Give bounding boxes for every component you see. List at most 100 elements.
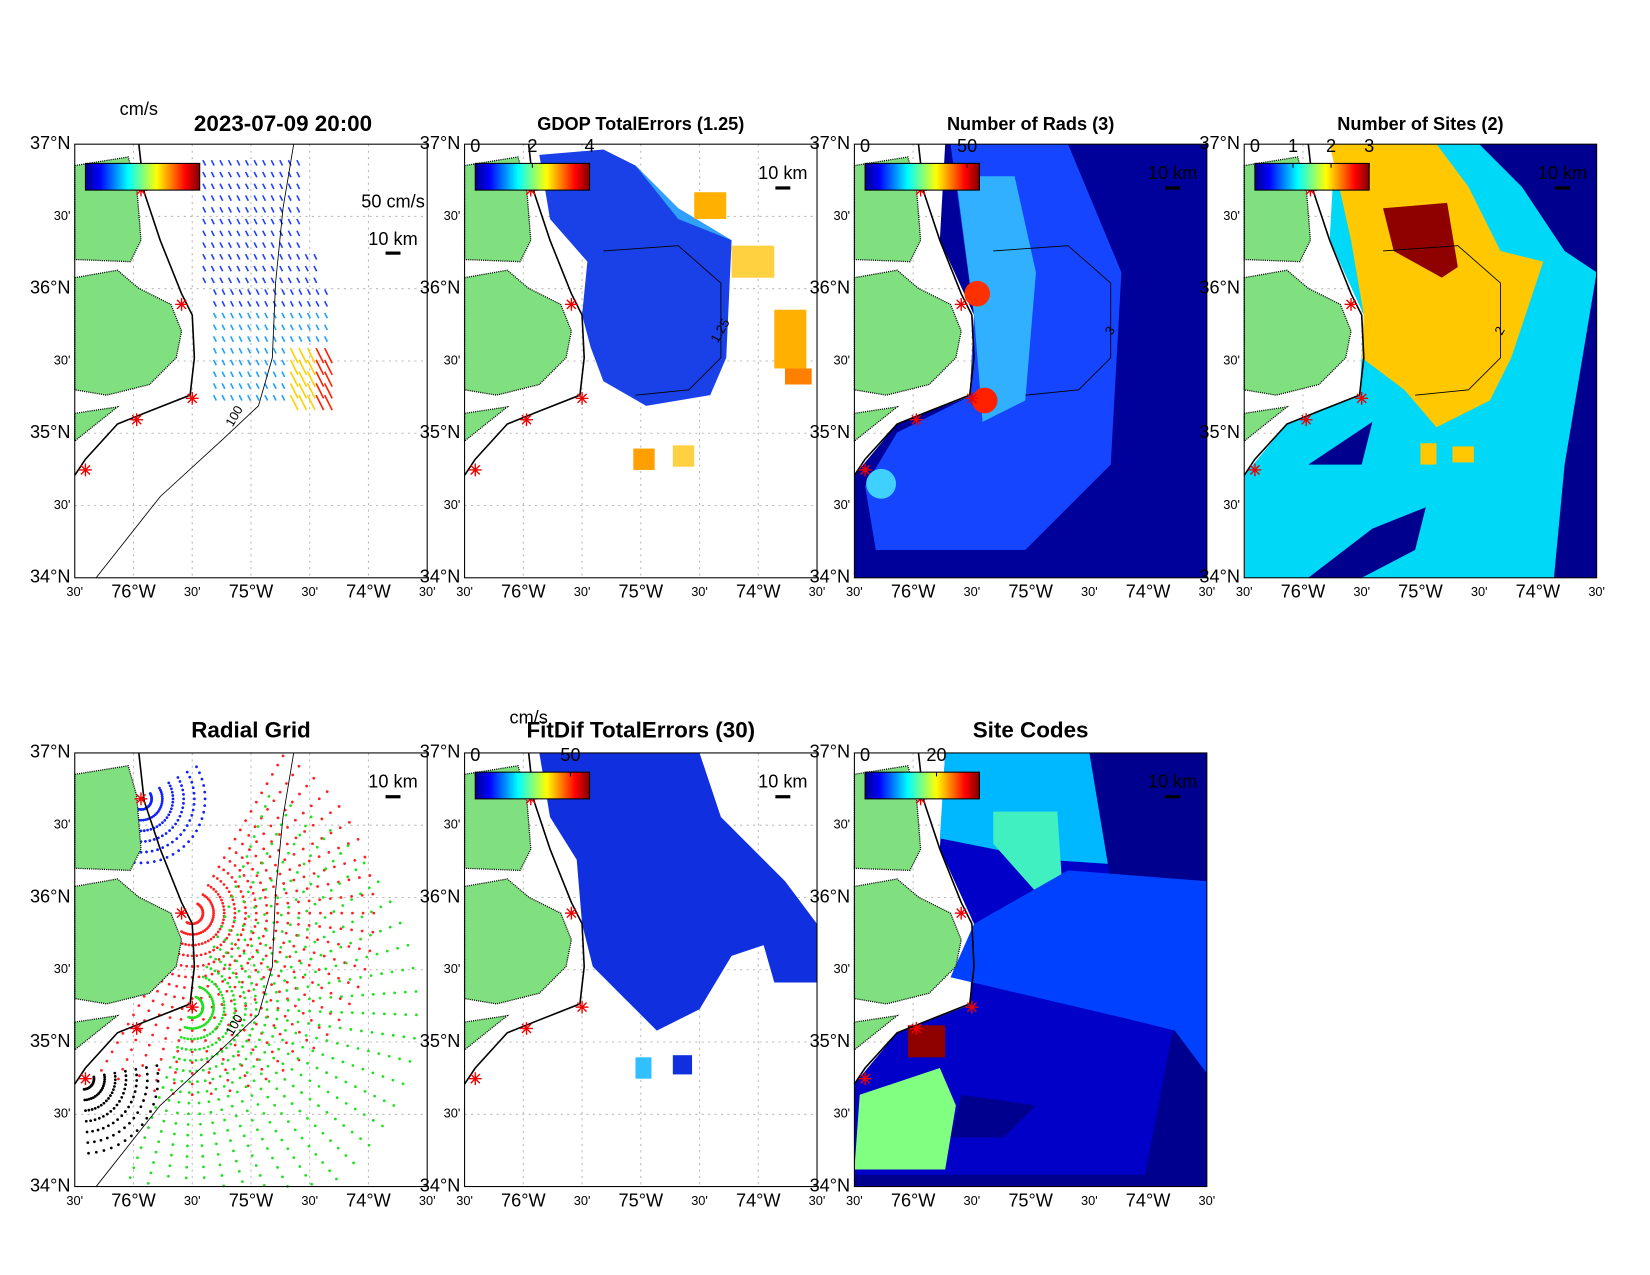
grid-dot xyxy=(164,1037,168,1040)
grid-dot xyxy=(227,933,231,936)
grid-dot xyxy=(219,960,222,964)
grid-dot xyxy=(266,965,270,969)
grid-dot xyxy=(177,1039,181,1042)
site-marker xyxy=(521,414,532,425)
lat-label: 35°N xyxy=(1199,422,1240,442)
grid-dot xyxy=(190,1050,194,1054)
land xyxy=(74,878,183,1005)
vector xyxy=(238,359,243,366)
panel-title: 2023-07-09 20:00 xyxy=(194,111,372,136)
grid-dot xyxy=(256,921,260,925)
grid-dot xyxy=(216,1153,220,1156)
grid-dot xyxy=(259,1072,263,1076)
vector xyxy=(229,312,235,319)
grid-dot xyxy=(335,1096,339,1100)
field xyxy=(694,192,727,219)
vector xyxy=(262,171,267,178)
grid-dot xyxy=(116,1118,119,1121)
grid-dot xyxy=(324,967,328,971)
grid-dot xyxy=(238,1019,242,1022)
grid-dot xyxy=(206,883,210,887)
lat-label: 37°N xyxy=(420,133,461,153)
site-marker xyxy=(521,1023,532,1034)
grid-dot xyxy=(356,985,360,989)
vector xyxy=(279,253,284,260)
grid-dot xyxy=(207,978,211,982)
colorbar-tick-label: 2 xyxy=(527,136,537,156)
grid-dot xyxy=(222,955,226,958)
grid-dot xyxy=(220,993,224,997)
grid-dot xyxy=(230,1104,234,1108)
grid-dot xyxy=(205,1049,209,1053)
vector xyxy=(306,300,311,307)
grid-dot xyxy=(241,928,245,932)
grid-dot xyxy=(171,797,175,801)
grid-dot xyxy=(187,943,191,947)
vector xyxy=(238,289,243,296)
grid-dot xyxy=(190,1071,194,1075)
grid-dot xyxy=(232,1038,236,1042)
grid-dot xyxy=(257,936,261,940)
grid-dot xyxy=(185,1165,189,1169)
grid-dot xyxy=(371,1071,375,1075)
vector xyxy=(238,300,243,307)
grid-dot xyxy=(200,1144,204,1148)
grid-dot xyxy=(242,1018,246,1022)
grid-dot xyxy=(139,829,143,833)
grid-dot xyxy=(103,1075,107,1079)
grid-dot xyxy=(264,1077,268,1081)
coastline xyxy=(74,144,196,476)
vector xyxy=(229,336,235,343)
vector xyxy=(272,383,277,390)
grid-dot xyxy=(286,921,290,925)
grid-dot xyxy=(110,1050,114,1054)
grid-dot xyxy=(213,1016,216,1019)
grid-dot xyxy=(351,920,354,924)
grid-dot xyxy=(329,889,333,892)
grid-dot xyxy=(220,1108,224,1112)
vector xyxy=(296,265,301,272)
grid-dot xyxy=(234,1009,238,1013)
grid-dot xyxy=(274,1129,278,1133)
grid-dot xyxy=(368,949,372,953)
grid-dot xyxy=(268,968,272,972)
grid-dot xyxy=(202,1018,205,1021)
grid-dot xyxy=(168,1164,172,1168)
grid-dot xyxy=(120,1114,124,1118)
vector xyxy=(296,159,301,166)
site-marker xyxy=(956,908,967,919)
vector xyxy=(244,171,250,178)
grid-dot xyxy=(243,969,247,973)
vector xyxy=(298,371,308,387)
grid-dot xyxy=(285,1041,288,1045)
vector xyxy=(227,242,232,249)
grid-dot xyxy=(234,885,238,889)
grid-dot xyxy=(252,835,256,838)
grid-dot xyxy=(229,1139,232,1143)
grid-dot xyxy=(303,973,307,977)
grid-dot xyxy=(189,1048,193,1052)
grid-dot xyxy=(222,883,226,886)
grid-dot xyxy=(265,928,268,932)
vector xyxy=(210,171,215,178)
grid-dot xyxy=(250,1154,254,1158)
grid-dot xyxy=(268,1120,272,1124)
grid-dot xyxy=(134,1084,138,1088)
grid-dot xyxy=(225,989,229,993)
grid-dot xyxy=(265,911,269,915)
grid-dot xyxy=(281,1175,284,1179)
vector xyxy=(315,300,320,307)
grid-dot xyxy=(178,814,182,818)
grid-dot xyxy=(236,1050,240,1054)
grid-dot xyxy=(159,790,163,794)
grid-dot xyxy=(269,999,273,1002)
vector xyxy=(229,383,235,390)
grid-dot xyxy=(298,792,301,796)
grid-dot xyxy=(183,1025,187,1029)
grid-dot xyxy=(193,1048,197,1052)
vector xyxy=(202,218,207,225)
grid-dot xyxy=(205,965,209,969)
grid-dot xyxy=(243,1013,247,1016)
grid-dot xyxy=(308,1009,312,1013)
grid-dot xyxy=(237,1169,241,1173)
